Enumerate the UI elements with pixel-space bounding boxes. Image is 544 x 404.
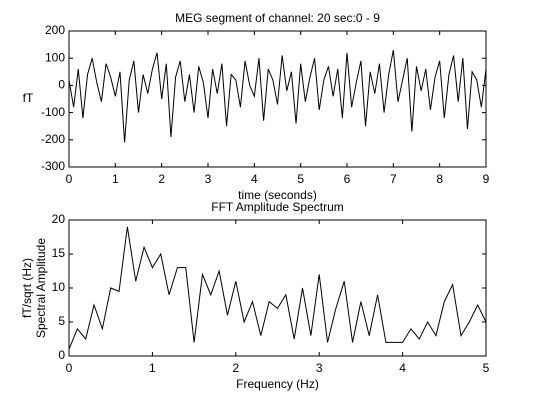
x-axis-label: Frequency (Hz) xyxy=(236,377,319,391)
x-tick-label: 5 xyxy=(483,361,490,375)
x-tick-label: 4 xyxy=(251,172,258,186)
x-tick-label: 5 xyxy=(297,172,304,186)
data-line xyxy=(68,49,487,143)
chart-title: FFT Amplitude Spectrum xyxy=(211,200,344,214)
x-axis-label: time (seconds) xyxy=(238,188,317,202)
x-tick-label: 7 xyxy=(390,172,397,186)
x-tick-label: 0 xyxy=(66,361,73,375)
y-axis-label: fT/sqrt (Hz) xyxy=(20,258,34,318)
y-tick-label: 100 xyxy=(45,50,65,64)
x-tick-label: 2 xyxy=(158,172,165,186)
y-tick-label: -100 xyxy=(41,105,65,119)
x-tick-label: 1 xyxy=(149,361,156,375)
y-tick-label: 0 xyxy=(58,348,65,362)
x-tick-label: 0 xyxy=(66,172,73,186)
plot-area xyxy=(68,219,487,357)
y-tick-label: 20 xyxy=(52,212,66,226)
y-tick-label: 10 xyxy=(52,280,66,294)
x-tick-label: 4 xyxy=(399,361,406,375)
y-tick-label: -200 xyxy=(41,132,65,146)
chart-title: MEG segment of channel: 20 sec:0 - 9 xyxy=(175,11,380,25)
plot-area xyxy=(68,30,487,168)
x-tick-label: 3 xyxy=(316,361,323,375)
x-tick-label: 9 xyxy=(483,172,490,186)
y-tick-label: 0 xyxy=(58,78,65,92)
y-tick-label: 5 xyxy=(58,314,65,328)
y-tick-label: 15 xyxy=(52,246,66,260)
x-tick-label: 3 xyxy=(205,172,212,186)
y-tick-label: 200 xyxy=(45,23,65,37)
x-tick-label: 8 xyxy=(436,172,443,186)
x-tick-label: 6 xyxy=(344,172,351,186)
x-tick-label: 1 xyxy=(112,172,119,186)
data-line xyxy=(68,226,487,350)
x-tick-label: 2 xyxy=(232,361,239,375)
y-tick-label: -300 xyxy=(41,159,65,173)
y-axis-label: fT xyxy=(23,91,34,105)
y-axis-label: Spectral Amplitude xyxy=(34,238,48,338)
